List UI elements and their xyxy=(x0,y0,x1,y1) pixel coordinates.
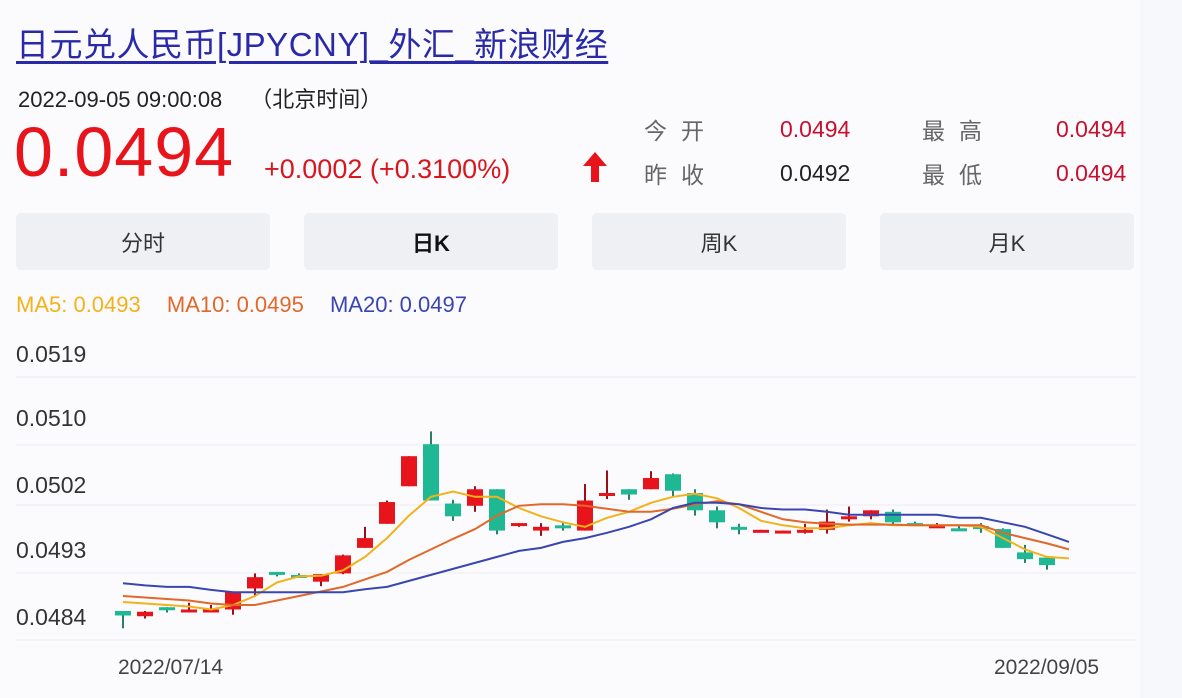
y-tick: 0.0493 xyxy=(16,537,87,563)
chart-period-tabs: 分时 日K 周K 月K xyxy=(16,213,1136,271)
y-tick: 0.0484 xyxy=(16,604,87,630)
price-change: +0.0002 (+0.3100%) xyxy=(264,154,511,184)
quote-timestamp: 2022-09-05 09:00:08 （北京时间） xyxy=(18,82,382,114)
y-tick: 0.0502 xyxy=(16,472,87,498)
low-value: 0.0494 xyxy=(1056,160,1127,186)
high-label: 最高 xyxy=(922,118,996,144)
prev-close-value: 0.0492 xyxy=(780,160,851,186)
page-title-link[interactable]: 日元兑人民币[JPYCNY]_外汇_新浪财经 xyxy=(16,26,609,63)
tab-intraday[interactable]: 分时 xyxy=(16,213,270,270)
x-tick-start: 2022/07/14 xyxy=(118,656,224,679)
tab-weekly-k[interactable]: 周K xyxy=(592,213,846,270)
timezone-label: （北京时间） xyxy=(250,87,383,112)
timestamp-value: 2022-09-05 09:00:08 xyxy=(18,87,223,112)
high-value: 0.0494 xyxy=(1056,116,1127,142)
y-tick: 0.0510 xyxy=(16,405,87,431)
y-tick: 0.0519 xyxy=(16,341,87,367)
ma10-legend: MA10: 0.0495 xyxy=(166,292,304,317)
right-margin xyxy=(1140,0,1182,698)
low-label: 最低 xyxy=(922,162,996,188)
tab-monthly-k[interactable]: 月K xyxy=(880,213,1134,270)
prev-close-label: 昨收 xyxy=(644,162,718,188)
kline-chart[interactable]: 0.0519 0.0510 0.0502 0.0493 0.0484 2022/… xyxy=(0,330,1182,698)
ma-legend: MA5: 0.0493 MA10: 0.0495 MA20: 0.0497 xyxy=(16,292,487,318)
open-label: 今开 xyxy=(644,118,718,144)
ma20-legend: MA20: 0.0497 xyxy=(329,292,467,317)
x-tick-end: 2022/09/05 xyxy=(994,656,1100,679)
ma5-legend: MA5: 0.0493 xyxy=(16,292,141,317)
current-price: 0.0494 xyxy=(14,113,235,191)
open-value: 0.0494 xyxy=(780,116,851,142)
candlestick-plot xyxy=(16,376,1136,641)
tab-daily-k[interactable]: 日K xyxy=(304,213,558,270)
arrow-up-icon xyxy=(583,152,607,182)
